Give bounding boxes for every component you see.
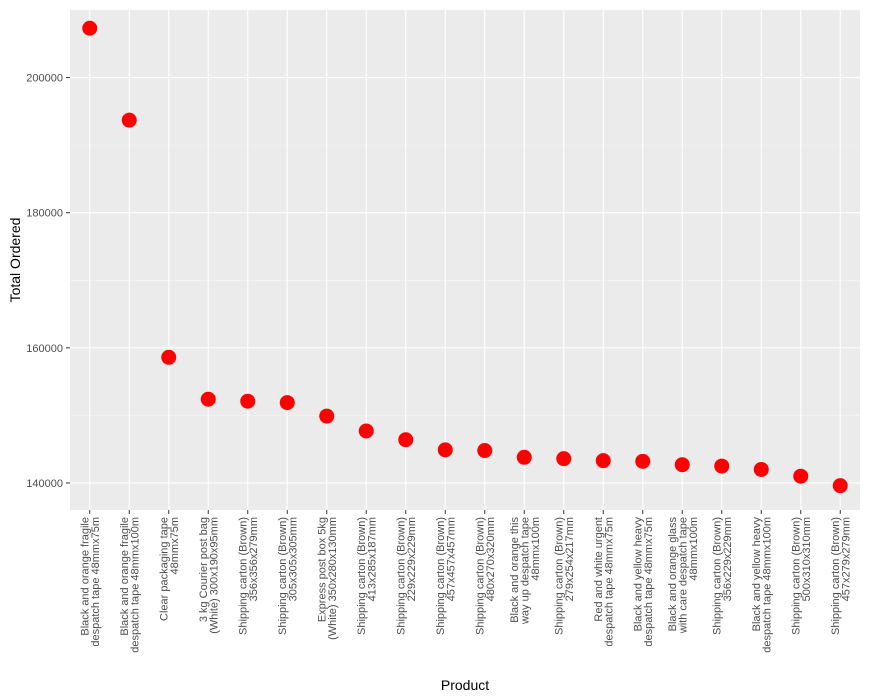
data-point [753, 461, 769, 477]
data-point [319, 408, 335, 424]
x-tick-label-line: Shipping carton (Brown) [712, 517, 724, 635]
x-tick-label-line: despatch tape 48mmx75m [643, 517, 655, 647]
data-point [358, 423, 374, 439]
x-tick-label-line: 48mmx100m [530, 517, 542, 581]
plot-panel [70, 10, 860, 510]
x-tick-label-line: Shipping carton (Brown) [238, 517, 250, 635]
x-tick-label-line: Shipping carton (Brown) [791, 517, 803, 635]
x-tick-label-line: Red and white urgent [593, 517, 605, 622]
data-point [82, 20, 98, 36]
x-axis-title: Product [441, 677, 489, 693]
x-tick-label-line: Shipping carton (Brown) [435, 517, 447, 635]
data-point [240, 393, 256, 409]
x-tick-label-line: Black and yellow heavy [751, 517, 763, 632]
x-tick-label-line: 48mmx75m [169, 517, 181, 574]
x-tick-label-line: Black and orange fragile [119, 517, 131, 636]
data-point [161, 349, 177, 365]
x-tick-label-line: despatch tape 48mmx100m [762, 517, 774, 653]
x-tick-label-line: 457x279x279mm [841, 517, 853, 601]
data-point [121, 112, 137, 128]
data-point [635, 453, 651, 469]
y-axis: 140000 160000 180000 200000 [26, 73, 70, 490]
x-tick-label-line: 480x270x320mm [485, 517, 497, 601]
x-tick-label-line: 500x310x310mm [801, 517, 813, 601]
x-tick-label-line: 3 kg Courier post bag [198, 517, 210, 622]
x-tick-label: Shipping carton (Brown)356x229x229mm [712, 517, 735, 635]
x-tick-label-line: Shipping carton (Brown) [830, 517, 842, 635]
x-tick-label-line: Black and orange glass [667, 517, 679, 632]
x-tick-label: Shipping carton (Brown)229x229x229mm [396, 517, 419, 635]
data-point [398, 432, 414, 448]
y-tick-label: 180000 [26, 208, 63, 220]
x-tick-label: Shipping carton (Brown)457x279x279mm [830, 517, 853, 635]
x-tick-label: Shipping carton (Brown)480x270x320mm [475, 517, 498, 635]
data-point [793, 468, 809, 484]
x-tick-label-line: 356x356x279mm [248, 517, 260, 601]
x-tick-label-line: 413x285x187mm [367, 517, 379, 601]
x-tick-label-line: 279x254x217mm [564, 517, 576, 601]
y-tick-label: 200000 [26, 73, 63, 85]
y-axis-title: Total Ordered [7, 218, 23, 303]
data-point [477, 443, 493, 459]
data-point [714, 458, 730, 474]
x-tick-label: Shipping carton (Brown)500x310x310mm [791, 517, 814, 635]
y-tick-label: 160000 [26, 343, 63, 355]
x-tick-label-line: Express post box 5kg [317, 517, 329, 622]
x-tick-label-line: despatch tape 48mmx75m [90, 517, 102, 647]
data-point [437, 442, 453, 458]
x-tick-label: Shipping carton (Brown)356x356x279mm [238, 517, 261, 635]
x-tick-label-line: Shipping carton (Brown) [554, 517, 566, 635]
y-tick-label: 140000 [26, 478, 63, 490]
x-tick-label-line: 356x229x229mm [722, 517, 734, 601]
x-tick-label: Shipping carton (Brown)413x285x187mm [356, 517, 379, 635]
x-tick-label: Express post box 5kg(White) 350x280x130m… [317, 517, 340, 640]
x-tick-label-line: Black and orange this [509, 517, 521, 623]
x-tick-label-line: 48mmx100m [688, 517, 700, 581]
x-tick-label-line: Black and orange fragile [80, 517, 92, 636]
x-tick-label-line: 305x305x305mm [288, 517, 300, 601]
major-gridlines [70, 10, 860, 510]
x-tick-label: 3 kg Courier post bag(White) 300x190x95m… [198, 517, 221, 634]
x-tick-label: Shipping carton (Brown)279x254x217mm [554, 517, 577, 635]
data-point [832, 478, 848, 494]
x-tick-label-line: despatch tape 48mmx100m [130, 517, 142, 653]
x-tick-label-line: with care despatch tape [677, 517, 689, 634]
x-tick-label-line: (White) 350x280x130mm [327, 517, 339, 640]
data-point [556, 451, 572, 467]
x-tick-label-line: 229x229x229mm [406, 517, 418, 601]
data-point [674, 457, 690, 473]
x-tick-label-line: Shipping carton (Brown) [396, 517, 408, 635]
x-tick-label-line: despatch tape 48mmx75m [604, 517, 616, 647]
x-tick-label-line: Clear packaging tape [159, 517, 171, 621]
data-point [516, 449, 532, 465]
x-tick-label-line: 457x457x457mm [446, 517, 458, 601]
data-point [200, 391, 216, 407]
x-tick-label: Shipping carton (Brown)305x305x305mm [277, 517, 300, 635]
x-tick-label-line: (White) 300x190x95mm [209, 517, 221, 634]
x-tick-label-line: way up despatch tape [519, 517, 531, 625]
data-point [279, 395, 295, 411]
x-tick-label-line: Shipping carton (Brown) [277, 517, 289, 635]
x-tick-label-line: Shipping carton (Brown) [475, 517, 487, 635]
minor-gridlines [70, 9, 860, 416]
x-tick-label-line: Shipping carton (Brown) [356, 517, 368, 635]
data-point [595, 453, 611, 469]
data-points [82, 20, 848, 494]
x-tick-label-line: Black and yellow heavy [633, 517, 645, 632]
x-tick-label: Shipping carton (Brown)457x457x457mm [435, 517, 458, 635]
